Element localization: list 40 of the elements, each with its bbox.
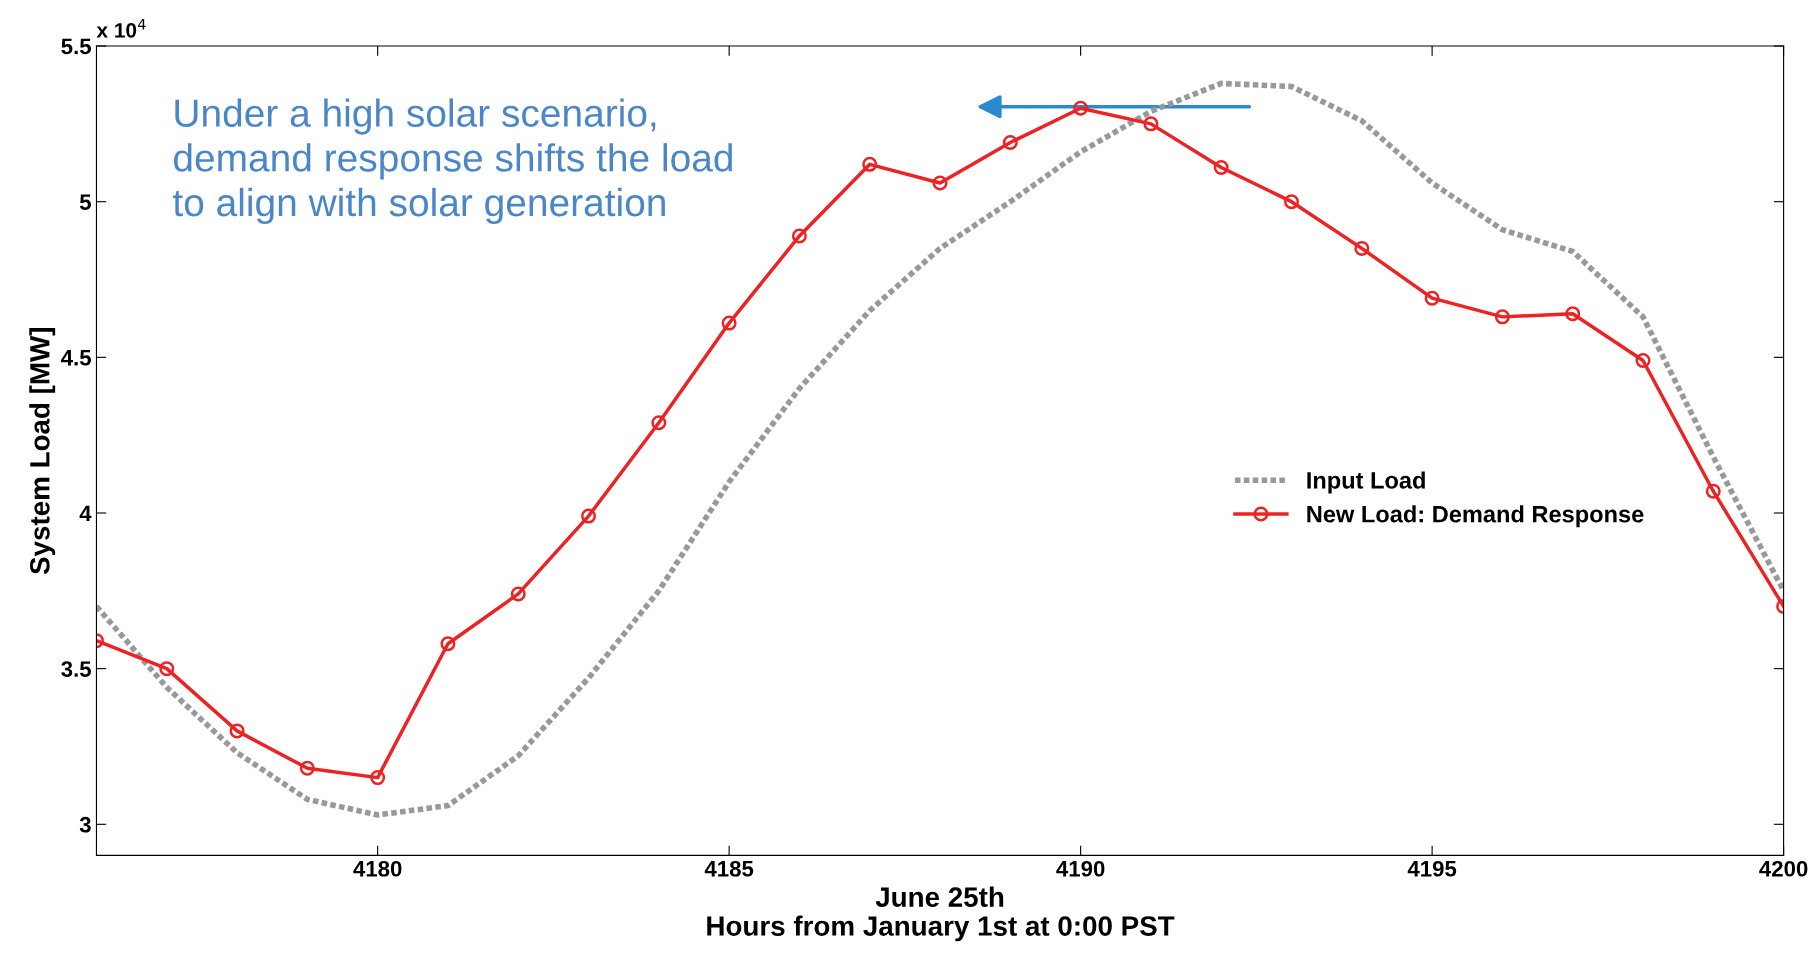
annotation: Under a high solar scenario, demand response shifts the load to align with solar generation <box>172 98 732 225</box>
y-tick-label: 4.5 <box>61 350 91 366</box>
point <box>370 770 386 786</box>
y-tick-label: 3.5 <box>61 661 91 677</box>
point <box>1424 290 1440 306</box>
x-tick-label: 4190 <box>1056 860 1105 877</box>
text: x 10$^{4}$ <box>96 18 146 38</box>
point <box>510 586 526 602</box>
y-tick-label: 5 <box>79 194 91 210</box>
x-tick-label: 4195 <box>1407 860 1457 877</box>
point <box>932 175 948 191</box>
x-tick-label: 4200 <box>1759 860 1808 877</box>
point <box>229 723 245 739</box>
x-axis-title: June 25th Hours from January 1st at 0:00 PST <box>707 886 1175 942</box>
y-tick-label: 4 <box>79 505 92 522</box>
point <box>1002 135 1018 151</box>
point <box>1284 194 1300 210</box>
point <box>1213 159 1229 175</box>
point <box>440 636 456 652</box>
y-tick-label: 5.5 <box>61 38 91 55</box>
point <box>1635 352 1651 368</box>
point <box>791 228 807 244</box>
point <box>299 760 315 776</box>
point <box>1494 309 1510 325</box>
point <box>1143 116 1159 132</box>
legend-label: New Load: Demand Response <box>1307 505 1644 528</box>
y-axis-title: System Load [MW] <box>29 328 56 575</box>
x-tick-label: 4180 <box>353 860 402 877</box>
point <box>651 415 667 431</box>
x-tick-label: 4185 <box>704 860 754 877</box>
point <box>581 508 597 524</box>
point <box>1565 306 1581 322</box>
y-tick-label: 3 <box>79 816 91 833</box>
point <box>721 315 737 331</box>
point <box>159 661 175 677</box>
point <box>1354 240 1370 256</box>
point <box>862 156 878 172</box>
point <box>1705 483 1721 499</box>
point <box>1073 100 1089 116</box>
legend-label: Input Load <box>1307 471 1425 494</box>
